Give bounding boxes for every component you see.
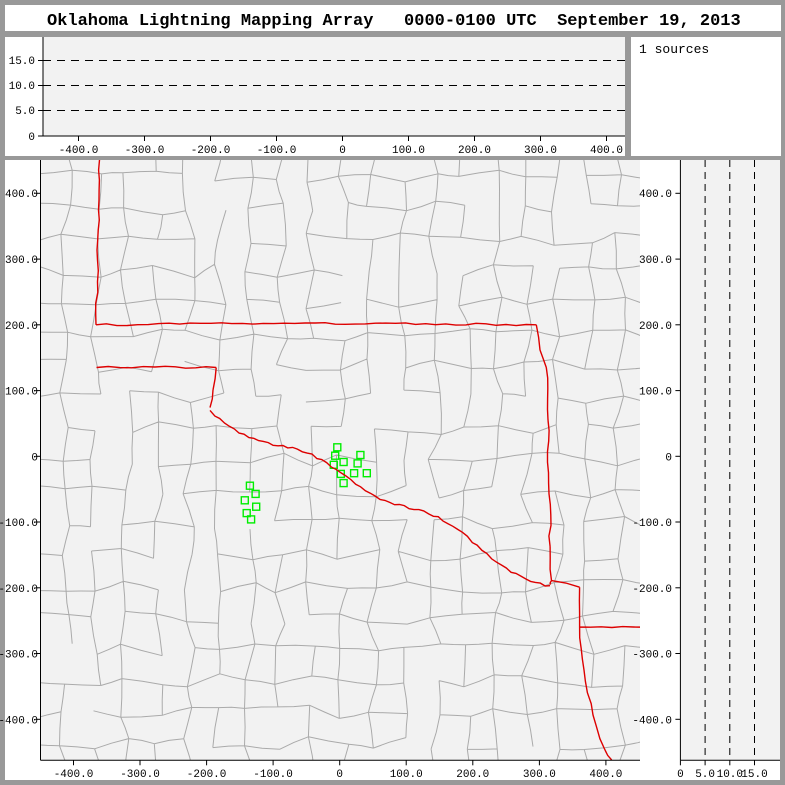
svg-text:300.0: 300.0 <box>639 255 672 267</box>
svg-text:0: 0 <box>665 452 672 464</box>
svg-text:0: 0 <box>28 132 35 144</box>
svg-text:100.0: 100.0 <box>639 387 672 399</box>
svg-text:100.0: 100.0 <box>390 769 423 781</box>
svg-text:100.0: 100.0 <box>5 387 38 399</box>
svg-text:-400.0: -400.0 <box>54 769 94 781</box>
svg-text:400.0: 400.0 <box>5 189 38 201</box>
svg-text:-200.0: -200.0 <box>187 769 227 781</box>
svg-text:200.0: 200.0 <box>458 145 491 156</box>
svg-text:300.0: 300.0 <box>524 145 557 156</box>
svg-text:-400.0: -400.0 <box>0 715 38 727</box>
svg-text:-100.0: -100.0 <box>0 518 38 530</box>
svg-text:400.0: 400.0 <box>590 145 623 156</box>
svg-text:-300.0: -300.0 <box>120 769 160 781</box>
svg-text:-200.0: -200.0 <box>191 145 231 156</box>
svg-text:100.0: 100.0 <box>392 145 425 156</box>
svg-text:200.0: 200.0 <box>639 321 672 333</box>
svg-text:-300.0: -300.0 <box>632 650 672 662</box>
svg-text:-100.0: -100.0 <box>632 518 672 530</box>
svg-text:400.0: 400.0 <box>589 769 622 781</box>
svg-text:-300.0: -300.0 <box>125 145 165 156</box>
svg-text:10.0: 10.0 <box>9 81 35 93</box>
svg-text:15.0: 15.0 <box>741 769 767 781</box>
svg-text:200.0: 200.0 <box>5 321 38 333</box>
svg-text:400.0: 400.0 <box>639 189 672 201</box>
svg-text:5.0: 5.0 <box>15 106 35 118</box>
svg-text:200.0: 200.0 <box>456 769 489 781</box>
svg-text:-200.0: -200.0 <box>632 584 672 596</box>
svg-text:-200.0: -200.0 <box>0 584 38 596</box>
svg-text:0: 0 <box>336 769 343 781</box>
svg-text:300.0: 300.0 <box>5 255 38 267</box>
svg-text:0: 0 <box>677 769 684 781</box>
svg-text:-100.0: -100.0 <box>253 769 293 781</box>
svg-text:10.0: 10.0 <box>717 769 743 781</box>
svg-text:300.0: 300.0 <box>523 769 556 781</box>
svg-text:-400.0: -400.0 <box>59 145 99 156</box>
svg-text:-300.0: -300.0 <box>0 650 38 662</box>
svg-text:-100.0: -100.0 <box>257 145 297 156</box>
svg-text:15.0: 15.0 <box>9 56 35 68</box>
svg-text:5.0: 5.0 <box>695 769 715 781</box>
svg-text:-400.0: -400.0 <box>632 715 672 727</box>
svg-text:0: 0 <box>31 452 38 464</box>
svg-text:0: 0 <box>339 145 346 156</box>
